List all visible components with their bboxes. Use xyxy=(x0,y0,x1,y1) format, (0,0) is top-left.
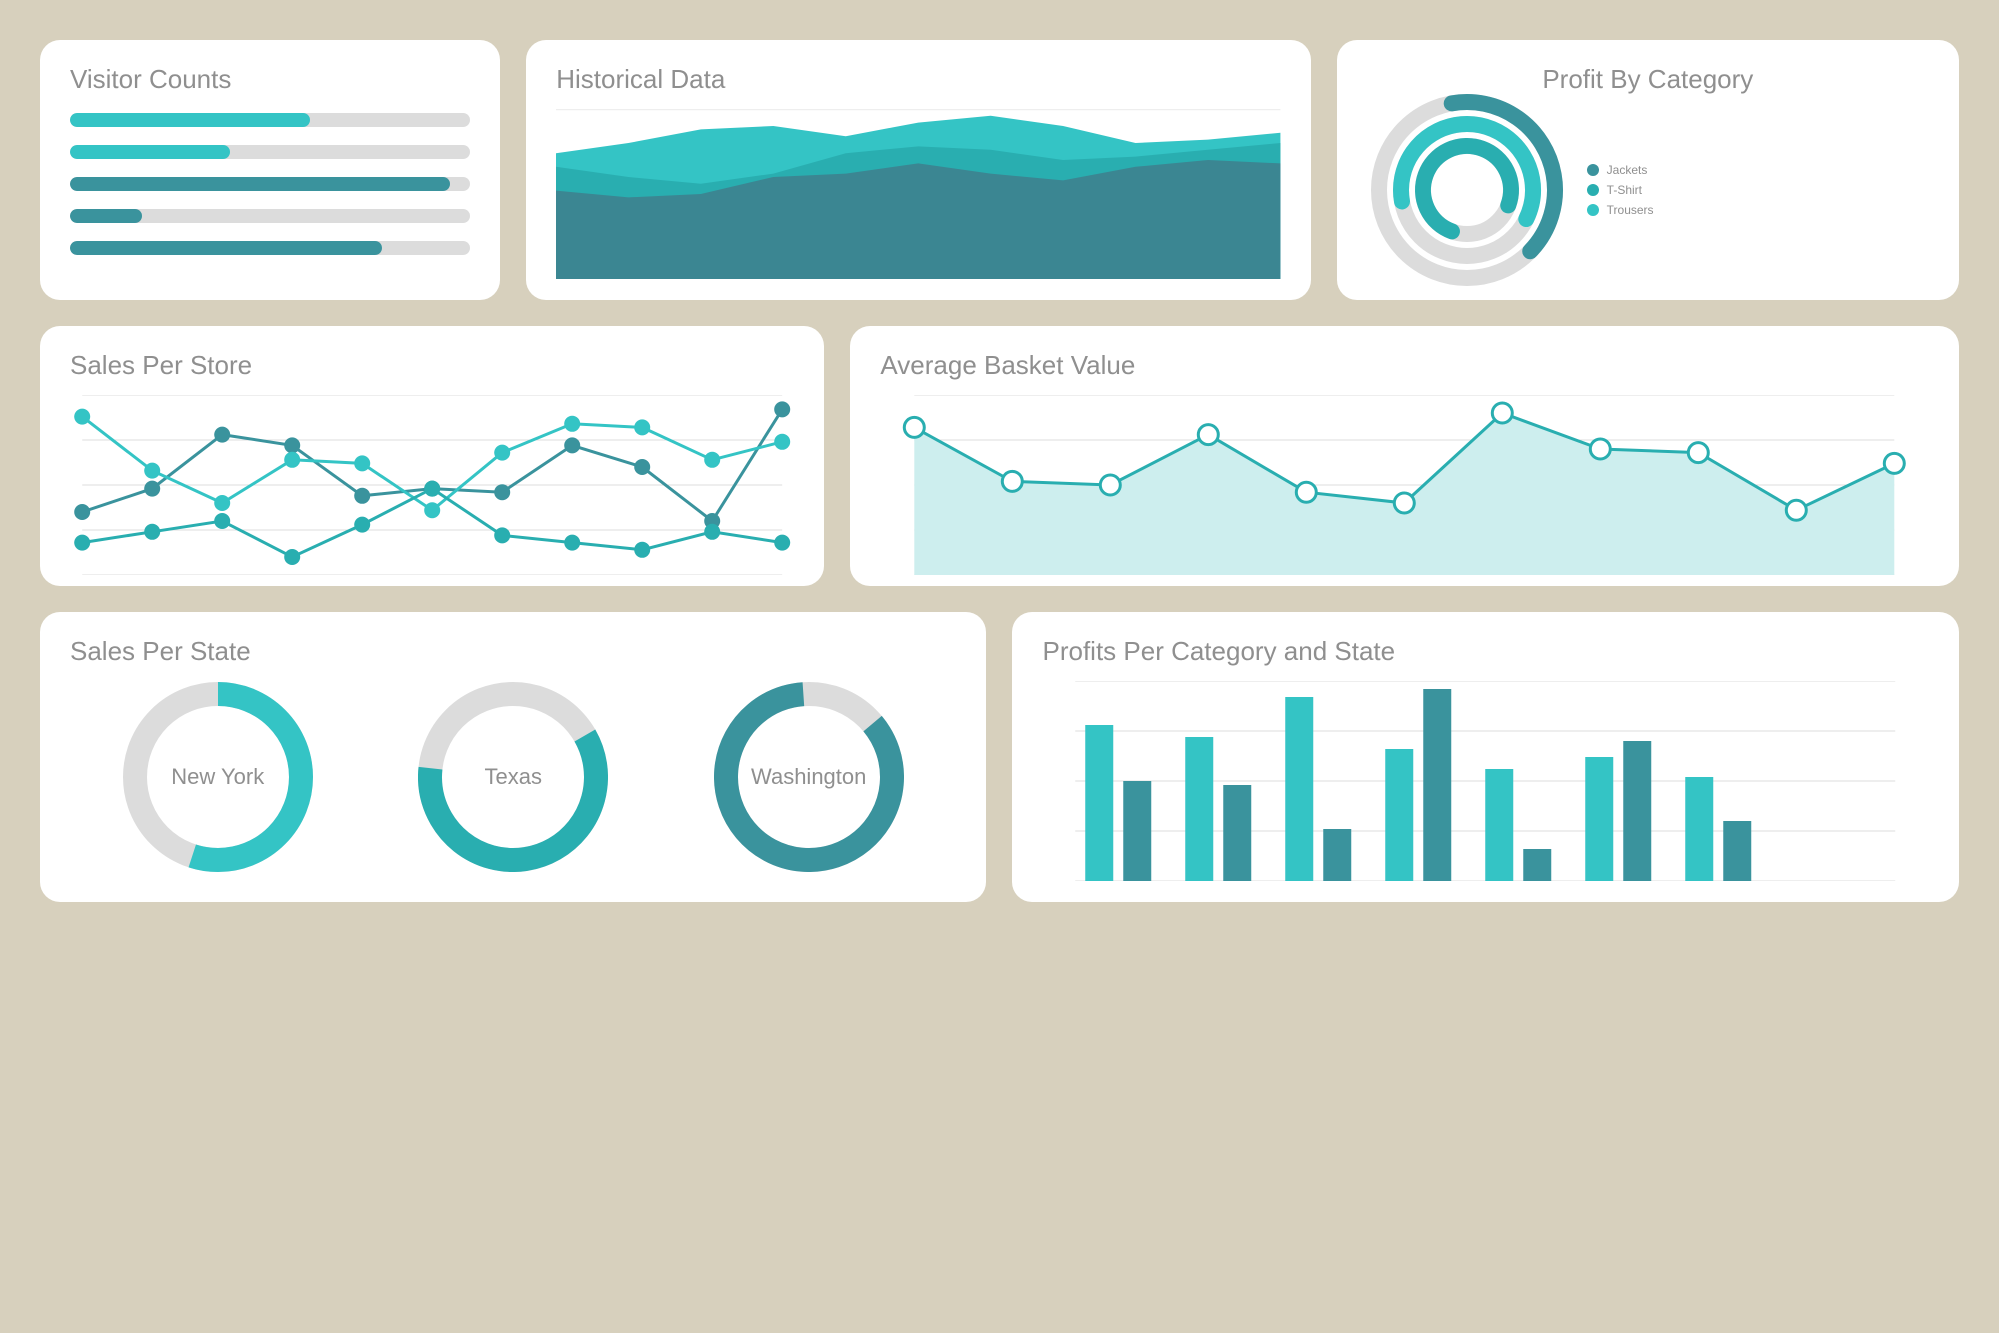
profit-legend: Jackets T-Shirt Trousers xyxy=(1587,157,1654,223)
legend-label: Jackets xyxy=(1607,163,1648,177)
profit-legend-item-0: Jackets xyxy=(1587,163,1654,177)
sales-per-store-title: Sales Per Store xyxy=(70,350,794,381)
sales-per-store-card: Sales Per Store xyxy=(40,326,824,586)
visitor-bar-4 xyxy=(70,241,470,255)
dashboard: Visitor Counts Historical Data Profit By… xyxy=(40,40,1959,902)
profit-legend-item-1: T-Shirt xyxy=(1587,183,1654,197)
profits-bar-chart xyxy=(1042,681,1929,881)
donut-new-york: New York xyxy=(123,682,313,872)
profits-bar-title: Profits Per Category and State xyxy=(1042,636,1929,667)
visitor-bar-0 xyxy=(70,113,470,127)
avg-basket-card: Average Basket Value xyxy=(850,326,1959,586)
sales-per-state-card: Sales Per State New York Texas Washington xyxy=(40,612,986,902)
visitor-counts-title: Visitor Counts xyxy=(70,64,470,95)
legend-dot-icon xyxy=(1587,204,1599,216)
visitor-bar-fill-2 xyxy=(70,177,450,191)
sales-per-state-title: Sales Per State xyxy=(70,636,956,667)
legend-dot-icon xyxy=(1587,164,1599,176)
avg-basket-chart xyxy=(880,395,1929,575)
profit-legend-item-2: Trousers xyxy=(1587,203,1654,217)
profit-radial-chart xyxy=(1367,90,1567,290)
donut-washington: Washington xyxy=(714,682,904,872)
visitor-bar-fill-4 xyxy=(70,241,382,255)
sales-per-state-donuts: New York Texas Washington xyxy=(70,681,956,873)
donut-label: New York xyxy=(171,764,264,790)
visitor-bar-fill-1 xyxy=(70,145,230,159)
historical-data-card: Historical Data xyxy=(526,40,1310,300)
historical-data-title: Historical Data xyxy=(556,64,1280,95)
visitor-bar-fill-0 xyxy=(70,113,310,127)
visitor-bar-fill-3 xyxy=(70,209,142,223)
legend-dot-icon xyxy=(1587,184,1599,196)
profit-by-category-card: Profit By Category JacketsT-ShirtTrouser… xyxy=(1337,40,1959,300)
donut-label: Washington xyxy=(751,764,866,790)
visitor-bar-2 xyxy=(70,177,470,191)
visitor-bar-1 xyxy=(70,145,470,159)
visitor-counts-bars xyxy=(70,113,470,255)
sales-per-store-chart xyxy=(70,395,794,575)
donut-texas: Texas xyxy=(418,682,608,872)
visitor-counts-card: Visitor Counts xyxy=(40,40,500,300)
historical-chart xyxy=(556,109,1280,279)
avg-basket-title: Average Basket Value xyxy=(880,350,1929,381)
visitor-bar-3 xyxy=(70,209,470,223)
legend-label: T-Shirt xyxy=(1607,183,1642,197)
legend-label: Trousers xyxy=(1607,203,1654,217)
profits-bar-card: Profits Per Category and State xyxy=(1012,612,1959,902)
donut-label: Texas xyxy=(484,764,541,790)
